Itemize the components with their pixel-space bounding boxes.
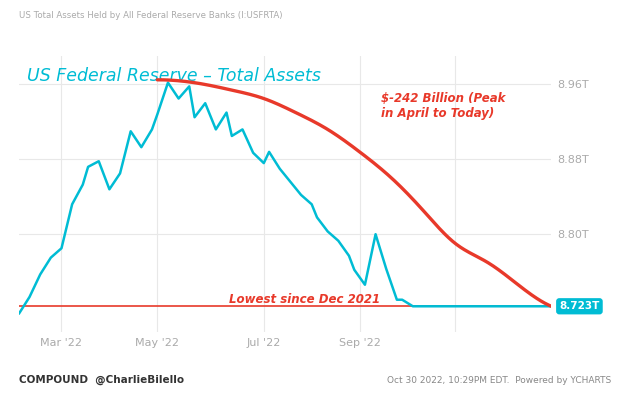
Text: US Total Assets Held by All Federal Reserve Banks (I:USFRTA): US Total Assets Held by All Federal Rese… <box>19 11 282 20</box>
Text: 8.723T: 8.723T <box>559 301 600 311</box>
Text: COMPOUND  @CharlieBilello: COMPOUND @CharlieBilello <box>19 375 184 385</box>
Text: Lowest since Dec 2021: Lowest since Dec 2021 <box>229 293 381 306</box>
Text: Oct 30 2022, 10:29PM EDT.  Powered by YCHARTS: Oct 30 2022, 10:29PM EDT. Powered by YCH… <box>387 376 611 385</box>
Text: $-242 Billion (Peak
in April to Today): $-242 Billion (Peak in April to Today) <box>381 92 505 120</box>
Text: US Federal Reserve – Total Assets: US Federal Reserve – Total Assets <box>27 67 321 85</box>
